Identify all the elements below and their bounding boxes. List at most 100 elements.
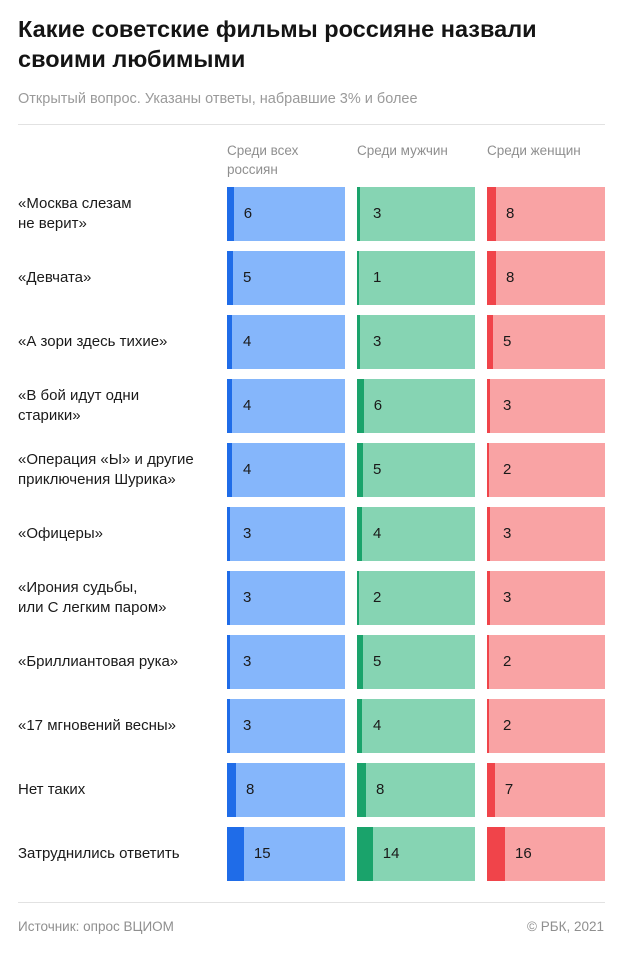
bar-value-marker: [487, 443, 490, 497]
bar-cell: 4: [227, 443, 345, 497]
bar-value-label: 8: [506, 205, 515, 222]
row-label-text: «Ирония судьбы, или С легким паром»: [18, 578, 166, 618]
row-label-text: «17 мгновений весны»: [18, 716, 176, 736]
bar-cell: 7: [487, 763, 605, 817]
bar-value-marker: [357, 507, 362, 561]
row-label-text: «В бой идут одни старики»: [18, 386, 139, 426]
bar-cell: 14: [357, 827, 475, 881]
bar-value-label: 14: [382, 845, 400, 862]
row-label-text: «А зори здесь тихие»: [18, 332, 167, 352]
bar-value-label: 3: [243, 717, 252, 734]
bar-value-marker: [227, 827, 244, 881]
column-header-line: россиян: [227, 162, 278, 177]
bar-cell: 6: [227, 187, 345, 241]
bar-value-marker: [487, 699, 490, 753]
bar-cell: 4: [357, 699, 475, 753]
bar-cell: 5: [487, 315, 605, 369]
bar-value-marker: [487, 635, 490, 689]
row-label-text: «Бриллиантовая рука»: [18, 652, 178, 672]
bar-cell: 8: [357, 763, 475, 817]
row-label-text: «Офицеры»: [18, 524, 103, 544]
bar-value-marker: [357, 315, 361, 369]
bar-value-label: 5: [373, 461, 382, 478]
bar-cell: 3: [357, 187, 475, 241]
row-label-line: или С легким паром»: [18, 599, 167, 616]
bar-cell: 8: [487, 187, 605, 241]
bar-value-marker: [227, 379, 232, 433]
source-note: Источник: опрос ВЦИОМ: [18, 919, 174, 934]
bar-value-label: 8: [376, 781, 385, 798]
row-label-text: Нет таких: [18, 780, 85, 800]
row-label-text: Затруднились ответить: [18, 844, 180, 864]
bar-value-label: 6: [373, 397, 383, 414]
bar-value-label: 2: [503, 461, 512, 478]
row-label: «Девчата»: [18, 251, 218, 305]
row-label-line: «Девчата»: [18, 269, 92, 286]
bar-cell: 8: [487, 251, 605, 305]
row-label-line: «Офицеры»: [18, 525, 103, 542]
bar-cell: 3: [227, 571, 345, 625]
row-label-line: «А зори здесь тихие»: [18, 333, 168, 350]
bar-value-label: 3: [503, 525, 512, 542]
bar-value-marker: [227, 763, 236, 817]
bar-cell: 4: [357, 507, 475, 561]
row-label: «17 мгновений весны»: [18, 699, 218, 753]
bar-value-marker: [357, 251, 359, 305]
row-label-text: «Операция «Ы» и другие приключения Шурика…: [18, 450, 194, 490]
bar-value-marker: [227, 507, 231, 561]
bar-cell: 6: [357, 379, 475, 433]
bar-value-label: 3: [503, 589, 512, 606]
bar-value-marker: [487, 379, 491, 433]
bar-value-label: 8: [246, 781, 255, 798]
bar-value-label: 5: [243, 269, 252, 286]
bar-value-label: 2: [503, 653, 512, 670]
row-label-line: «В бой идут одни: [18, 387, 140, 404]
bar-value-label: 3: [243, 589, 252, 606]
row-label-text: «Девчата»: [18, 268, 91, 288]
bar-value-marker: [227, 315, 232, 369]
row-label-line: «17 мгновений весны»: [18, 717, 177, 734]
bar-value-label: 7: [504, 781, 514, 798]
bar-value-marker: [357, 443, 363, 497]
bar-value-label: 4: [373, 717, 382, 734]
bar-value-label: 16: [515, 845, 532, 862]
bar-value-label: 2: [503, 717, 512, 734]
bar-cell: 16: [487, 827, 605, 881]
bar-value-label: 4: [373, 525, 382, 542]
bar-value-marker: [357, 763, 366, 817]
bar-value-label: 5: [373, 653, 382, 670]
row-label-line: Затруднились ответить: [18, 845, 180, 862]
bar-cell: 3: [487, 507, 605, 561]
bar-value-label: 4: [243, 397, 252, 414]
bar-value-marker: [357, 699, 362, 753]
bar-cell: 5: [227, 251, 345, 305]
column-header-line: Среди мужчин: [357, 143, 448, 158]
bar-value-marker: [487, 827, 505, 881]
row-label: «Операция «Ы» и другие приключения Шурика…: [18, 443, 218, 497]
bar-cell: 3: [227, 635, 345, 689]
bar-cell: 2: [487, 443, 605, 497]
bar-value-label: 6: [243, 205, 253, 222]
row-label-line: «Операция «Ы» и другие: [18, 451, 194, 468]
bar-value-marker: [227, 443, 232, 497]
row-label-line: «Москва слезам: [18, 195, 132, 212]
row-label-line: «Ирония судьбы,: [18, 579, 138, 596]
bar-cell: 5: [357, 443, 475, 497]
chart-subtitle: Открытый вопрос. Указаны ответы, набравш…: [18, 91, 418, 107]
column-header-line: Среди всех: [227, 143, 299, 158]
bar-value-marker: [357, 635, 363, 689]
bar-value-marker: [357, 827, 373, 881]
row-label: «А зори здесь тихие»: [18, 315, 218, 369]
bar-cell: 3: [357, 315, 475, 369]
row-label-line: «Бриллиантовая рука»: [18, 653, 179, 670]
bar-cell: 2: [357, 571, 475, 625]
bar-cell: 2: [487, 699, 605, 753]
bar-cell: 3: [227, 699, 345, 753]
row-label-line: приключения Шурика»: [18, 471, 176, 488]
row-label: «Офицеры»: [18, 507, 218, 561]
bar-value-label: 3: [243, 525, 252, 542]
bar-cell: 4: [227, 379, 345, 433]
row-label-line: старики»: [18, 407, 81, 424]
bar-value-marker: [357, 187, 361, 241]
bar-value-marker: [487, 187, 496, 241]
